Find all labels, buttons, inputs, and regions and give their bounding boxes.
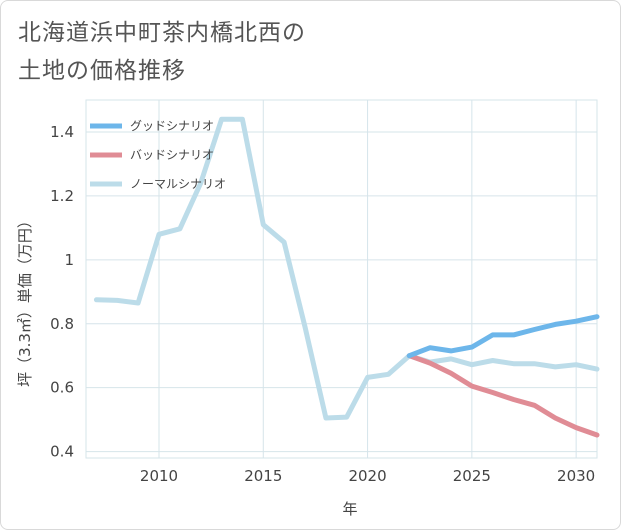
x-tick-label: 2010 [140, 467, 178, 485]
x-tick-label: 2015 [244, 467, 282, 485]
title-line-2: 土地の価格推移 [18, 58, 186, 84]
x-tick-label: 2025 [453, 467, 491, 485]
series-line-bad [406, 353, 600, 438]
y-axis-ticks: 0.4 0.6 0.8 1 1.2 1.4 [50, 123, 74, 461]
legend-label-good: グッドシナリオ [130, 119, 214, 133]
plot-area-border [85, 99, 598, 459]
series-line-normal [93, 116, 600, 421]
x-tick-label: 2030 [557, 467, 595, 485]
series-line-good [406, 314, 600, 359]
y-tick-label: 0.6 [50, 379, 74, 397]
y-tick-label: 1 [64, 251, 74, 269]
y-tick-label: 1.2 [50, 187, 74, 205]
y-axis-title: 坪（3.3㎡）単価（万円） [16, 213, 34, 387]
chart-title: 北海道浜中町茶内橋北西の 土地の価格推移 [18, 14, 578, 90]
legend-label-bad: バッドシナリオ [130, 148, 214, 162]
y-tick-label: 0.8 [50, 315, 74, 333]
grid [85, 99, 598, 459]
legend-label-normal: ノーマルシナリオ [130, 177, 226, 191]
y-tick-label: 1.4 [50, 123, 74, 141]
title-line-1: 北海道浜中町茶内橋北西の [18, 20, 306, 46]
x-axis-ticks: 2010 2015 2020 2025 2030 [140, 467, 595, 485]
x-axis-title: 年 [342, 500, 357, 518]
y-tick-label: 0.4 [50, 443, 74, 461]
x-tick-label: 2020 [348, 467, 386, 485]
series-lines [93, 116, 600, 438]
